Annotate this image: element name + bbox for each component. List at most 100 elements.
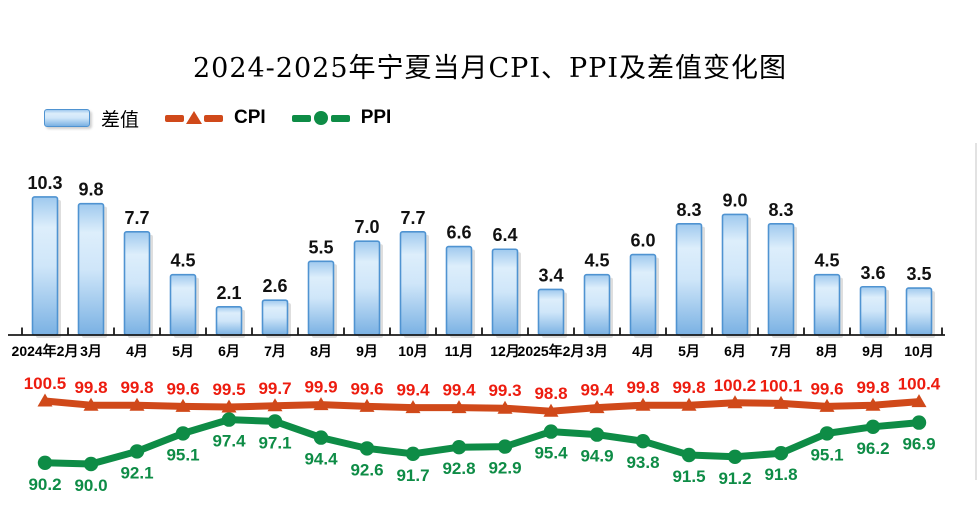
ppi-marker-circle [497,439,513,454]
cpi-marker-triangle [773,395,789,409]
cpi-marker-triangle [911,394,927,408]
cpi-value-label: 100.2 [714,376,757,395]
diff-bar-value-label: 4.5 [170,251,195,271]
diff-bar-value-label: 6.4 [492,225,517,245]
ppi-line-swatch-icon [291,109,350,127]
cpi-marker-triangle [451,400,467,414]
cpi-marker-triangle [819,398,835,412]
x-axis-label: 4月 [126,343,148,359]
cpi-marker-triangle [175,398,191,412]
ppi-marker-circle [681,447,697,463]
chart-plot-area: 10.3 9.8 7.7 4.5 2.1 2.6 5.5 7.0 7.7 6.6 6.4 3.4 4.5… [8,143,977,495]
diff-bar-value-label: 7.0 [354,217,379,237]
diff-bar [261,299,289,336]
cpi-line [41,397,923,415]
x-axis-label: 9月 [356,343,378,359]
x-axis-label: 10月 [904,343,934,359]
ppi-marker-circle [819,426,835,441]
x-axis-label: 11月 [445,343,474,359]
ppi-value-label: 92.9 [488,459,521,478]
cpi-marker-triangle [37,393,53,407]
x-axis-label: 8月 [310,343,332,359]
cpi-marker-triangle [589,400,605,414]
ppi-value-label: 94.9 [580,447,613,466]
cpi-value-label: 99.8 [672,378,705,397]
ppi-value-label: 96.9 [902,435,935,454]
diff-bar-value-label: 8.3 [768,200,793,220]
ppi-value-label: 92.8 [442,459,475,478]
diff-bar-value-label: 6.6 [446,223,471,243]
x-axis-label: 6月 [724,343,746,359]
ppi-marker-circle [313,430,329,445]
x-axis-label: 2025年2月 [518,343,585,359]
x-axis-label: 5月 [172,343,194,359]
diff-bar-value-label: 9.8 [78,180,103,200]
cpi-value-label: 99.6 [166,379,199,398]
diff-bar [169,273,197,336]
diff-bar [859,285,887,336]
cpi-marker-triangle [543,403,559,417]
diff-bar-value-label: 9.0 [722,190,747,210]
cpi-value-label: 100.4 [898,375,941,394]
diff-bar-value-label: 4.5 [584,251,609,271]
x-axis-label: 3月 [80,343,102,359]
diff-bar [813,273,841,336]
cpi-value-label: 99.4 [580,381,614,400]
diff-bar-value-label: 6.0 [630,231,655,251]
ppi-value-label: 92.6 [350,460,383,479]
diff-bar-value-label: 4.5 [814,251,839,271]
cpi-line-series: 100.5 99.8 99.8 99.6 99.5 99.7 99.9 99.6 99.4 99.… [24,374,941,417]
ppi-marker-circle [359,441,375,456]
cpi-value-label: 99.6 [810,379,843,398]
ppi-marker-circle [635,434,651,449]
diff-bar [31,196,59,336]
legend-item-cpi: CPI [165,107,266,129]
ppi-marker-circle [727,449,743,464]
cpi-value-label: 100.5 [24,374,67,393]
cpi-marker-triangle [221,399,237,413]
ppi-value-label: 92.1 [120,463,153,482]
ppi-marker-circle [451,440,467,455]
diff-bar [307,260,335,336]
ppi-marker-circle [267,414,283,429]
diff-bar-series: 10.3 9.8 7.7 4.5 2.1 2.6 5.5 7.0 7.7 6.6 6.4 3.4 4.5… [27,173,935,338]
ppi-value-label: 95.4 [534,444,568,463]
x-axis-label: 2024年2月 [12,343,79,359]
ppi-value-label: 91.2 [718,469,751,488]
x-axis-label: 7月 [770,343,792,359]
legend: 差值 CPI PPI [44,104,391,132]
ppi-marker-circle [37,455,53,470]
cpi-marker-triangle [129,397,145,411]
cpi-marker-triangle [267,398,283,412]
x-axis-label: 5月 [678,343,700,359]
x-axis-label: 4月 [632,343,654,359]
x-axis-label: 3月 [586,343,608,359]
ppi-value-label: 90.0 [74,476,107,495]
diff-bar-value-label: 10.3 [27,173,62,193]
diff-bar-value-label: 7.7 [124,208,149,228]
cpi-marker-triangle [635,397,651,411]
x-axis-label: 7月 [264,343,286,359]
cpi-value-label: 99.8 [74,378,107,397]
legend-item-ppi: PPI [291,107,391,129]
diff-bar [905,287,933,336]
ppi-value-label: 97.4 [212,432,246,451]
ppi-marker-circle [911,415,927,430]
cpi-marker-triangle [497,400,513,414]
cpi-marker-triangle [405,400,421,414]
diff-bar-value-label: 5.5 [308,237,333,257]
cpi-marker-triangle [681,397,697,411]
ppi-line-series: 90.2 90.0 92.1 95.1 97.4 97.1 94.4 92.6 91.7 92.8… [28,412,936,495]
diff-bar [399,231,427,336]
diff-bar [123,231,151,336]
diff-bar-value-label: 2.6 [262,276,287,296]
ppi-line [41,416,923,468]
ppi-marker-circle [589,427,605,442]
cpi-value-label: 99.8 [626,378,659,397]
cpi-value-label: 98.8 [534,384,567,403]
diff-bar [215,306,243,336]
cpi-value-label: 99.7 [258,379,291,398]
diff-bar-value-label: 2.1 [216,283,241,303]
